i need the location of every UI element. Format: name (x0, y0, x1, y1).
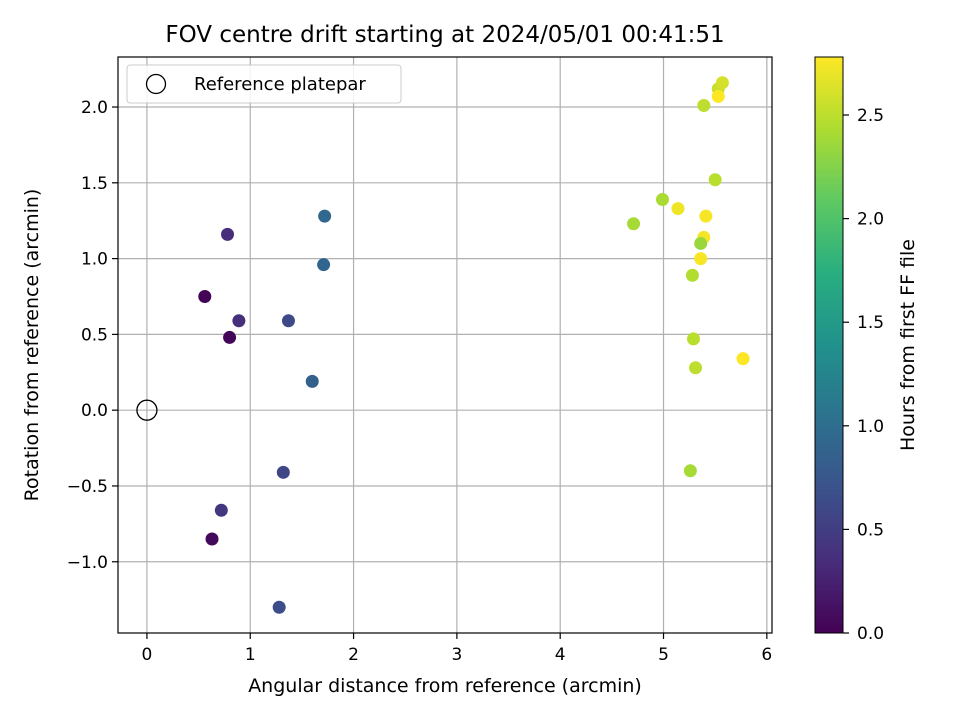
scatter-point (317, 258, 331, 272)
y-tick-label: −1.0 (67, 553, 108, 573)
scatter-point (281, 314, 295, 328)
x-axis-label: Angular distance from reference (arcmin) (248, 675, 642, 697)
scatter-point (683, 464, 697, 478)
y-axis-ticks: −1.0 −0.5 0.0 0.5 1.0 1.5 2.0 (67, 98, 118, 573)
colorbar-tick-label: 0.0 (857, 624, 884, 644)
colorbar-tick-label: 1.5 (857, 313, 884, 333)
y-tick-label: 2.0 (81, 98, 108, 118)
scatter-point (694, 252, 708, 266)
y-tick-label: 0.5 (81, 325, 108, 345)
colorbar-tick-label: 1.0 (857, 417, 884, 437)
reference-marker (136, 399, 158, 421)
scatter-point (711, 89, 725, 103)
scatter-point (223, 330, 237, 344)
legend-reference-marker (145, 73, 167, 95)
x-tick-label: 6 (761, 645, 772, 665)
x-tick-label: 0 (142, 645, 153, 665)
colorbar-tick-label: 2.5 (857, 106, 884, 126)
colorbar (815, 57, 843, 633)
colorbar-label: Hours from first FF file (897, 239, 919, 451)
legend: Reference platepar (126, 64, 402, 104)
x-axis-ticks: 0 1 2 3 4 5 6 (142, 633, 772, 665)
scatter-point (305, 374, 319, 388)
scatter-point (694, 236, 708, 250)
scatter-point (272, 600, 286, 614)
y-tick-label: 1.5 (81, 174, 108, 194)
legend-reference-label: Reference platepar (194, 74, 366, 95)
colorbar-frame (814, 56, 844, 634)
grid (118, 57, 772, 633)
plot-area-frame (117, 56, 773, 634)
colorbar-ticks: 0.0 0.5 1.0 1.5 2.0 2.5 (843, 106, 884, 644)
scatter-point (318, 209, 332, 223)
x-tick-label: 5 (658, 645, 669, 665)
data-points (198, 76, 750, 614)
scatter-point (232, 314, 246, 328)
scatter-point (627, 217, 641, 231)
chart-title: FOV centre drift starting at 2024/05/01 … (165, 22, 724, 48)
y-tick-label: 0.0 (81, 401, 108, 421)
scatter-point (276, 465, 290, 479)
scatter-point (697, 99, 711, 113)
scatter-point (715, 76, 729, 90)
scatter-point (736, 352, 750, 366)
scatter-point (671, 202, 685, 216)
scatter-point (689, 361, 703, 375)
x-tick-label: 4 (555, 645, 566, 665)
x-tick-label: 3 (451, 645, 462, 665)
scatter-point (214, 503, 228, 517)
scatter-point (655, 192, 669, 206)
scatter-point (221, 227, 235, 241)
scatter-point (708, 173, 722, 187)
reference-layer (136, 399, 158, 421)
scatter-point (686, 332, 700, 346)
scatter-point (205, 532, 219, 546)
scatter-point (198, 289, 212, 303)
y-tick-label: 1.0 (81, 250, 108, 270)
y-axis-label: Rotation from reference (arcmin) (21, 189, 43, 502)
x-tick-label: 1 (245, 645, 256, 665)
colorbar-tick-label: 2.0 (857, 210, 884, 230)
scatter-point (699, 209, 713, 223)
y-tick-label: −0.5 (67, 477, 108, 497)
scatter-point (685, 268, 699, 282)
colorbar-tick-label: 0.5 (857, 520, 884, 540)
x-tick-label: 2 (348, 645, 359, 665)
legend-box (126, 64, 402, 104)
